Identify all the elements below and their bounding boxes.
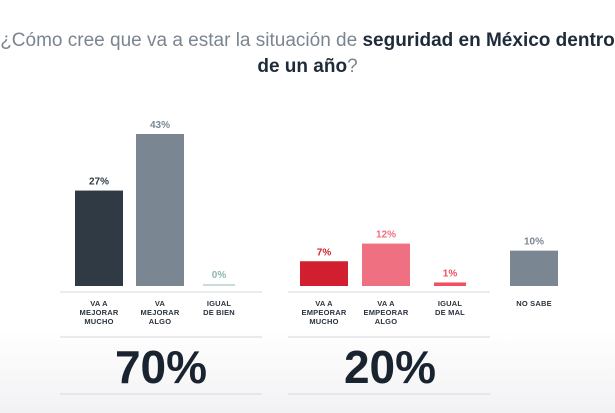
category-label-4-line-3: MUCHO — [309, 317, 338, 326]
category-label-7-line-1: NO SABE — [516, 299, 552, 308]
data-label-6: 1% — [443, 268, 458, 279]
bar-4 — [300, 261, 348, 286]
bar-7 — [510, 250, 558, 286]
category-label-5-line-1: VA A — [377, 299, 395, 308]
data-label-2: 43% — [150, 120, 170, 131]
title-question-mark: ? — [347, 56, 358, 77]
data-label-1: 27% — [89, 177, 109, 188]
category-label-6-line-1: IGUAL — [438, 299, 463, 308]
data-label-5: 12% — [376, 230, 396, 241]
category-label-5-line-3: ALGO — [375, 317, 397, 326]
category-label-4-line-1: VA A — [315, 299, 333, 308]
bar-1 — [75, 190, 123, 286]
data-label-4: 7% — [317, 247, 332, 258]
bar-3 — [203, 284, 235, 286]
data-label-3: 0% — [212, 270, 227, 281]
category-label-3-line-2: DE BIEN — [203, 308, 235, 317]
bar-6 — [434, 282, 466, 286]
chart-title: ¿Cómo cree que va a estar la situación d… — [0, 28, 615, 80]
data-label-7: 10% — [524, 237, 544, 248]
category-label-6-line-2: DE MAL — [435, 308, 465, 317]
title-bold: seguridad en México dentro de un año — [257, 30, 615, 77]
category-label-2-line-2: MEJORAR — [141, 308, 180, 317]
title-regular: ¿Cómo cree que va a estar la situación d… — [0, 30, 363, 51]
category-label-2-line-3: ALGO — [149, 317, 171, 326]
bar-5 — [362, 243, 410, 286]
bar-2 — [136, 134, 184, 286]
group-total-2: 20% — [344, 341, 436, 393]
category-label-2-line-1: VA — [155, 299, 166, 308]
category-label-1-line-3: MUCHO — [84, 317, 113, 326]
category-label-5-line-2: EMPEORAR — [364, 308, 409, 317]
group-total-1: 70% — [115, 341, 207, 393]
category-label-1-line-2: MEJORAR — [80, 308, 119, 317]
category-label-3-line-1: IGUAL — [207, 299, 232, 308]
category-label-1-line-1: VA A — [90, 299, 108, 308]
category-label-4-line-2: EMPEORAR — [302, 308, 347, 317]
